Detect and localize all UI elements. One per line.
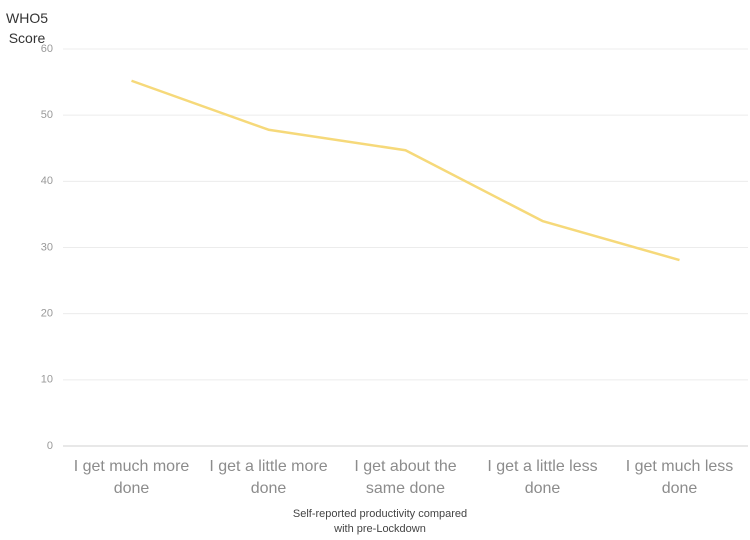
data-line	[131, 79, 680, 262]
x-tick-label: I get much less done	[625, 458, 734, 497]
x-axis-title: Self-reported productivity compared with…	[292, 508, 468, 535]
y-tick-label: 50	[41, 109, 53, 121]
y-tick-label: 40	[41, 175, 53, 187]
x-tick-label: I get a little more done	[209, 458, 328, 497]
y-tick-label: 0	[47, 440, 53, 452]
x-tick-label: I get about the same done	[354, 458, 457, 497]
x-tick-label: I get much more done	[73, 458, 190, 497]
y-tick-label: 10	[41, 374, 53, 386]
y-axis-title: WHO5 Score	[6, 10, 48, 46]
x-tick-label: I get a little less done	[487, 458, 598, 497]
y-tick-label: 60	[41, 43, 53, 55]
y-tick-label: 30	[41, 241, 53, 253]
y-tick-label: 20	[41, 308, 53, 320]
